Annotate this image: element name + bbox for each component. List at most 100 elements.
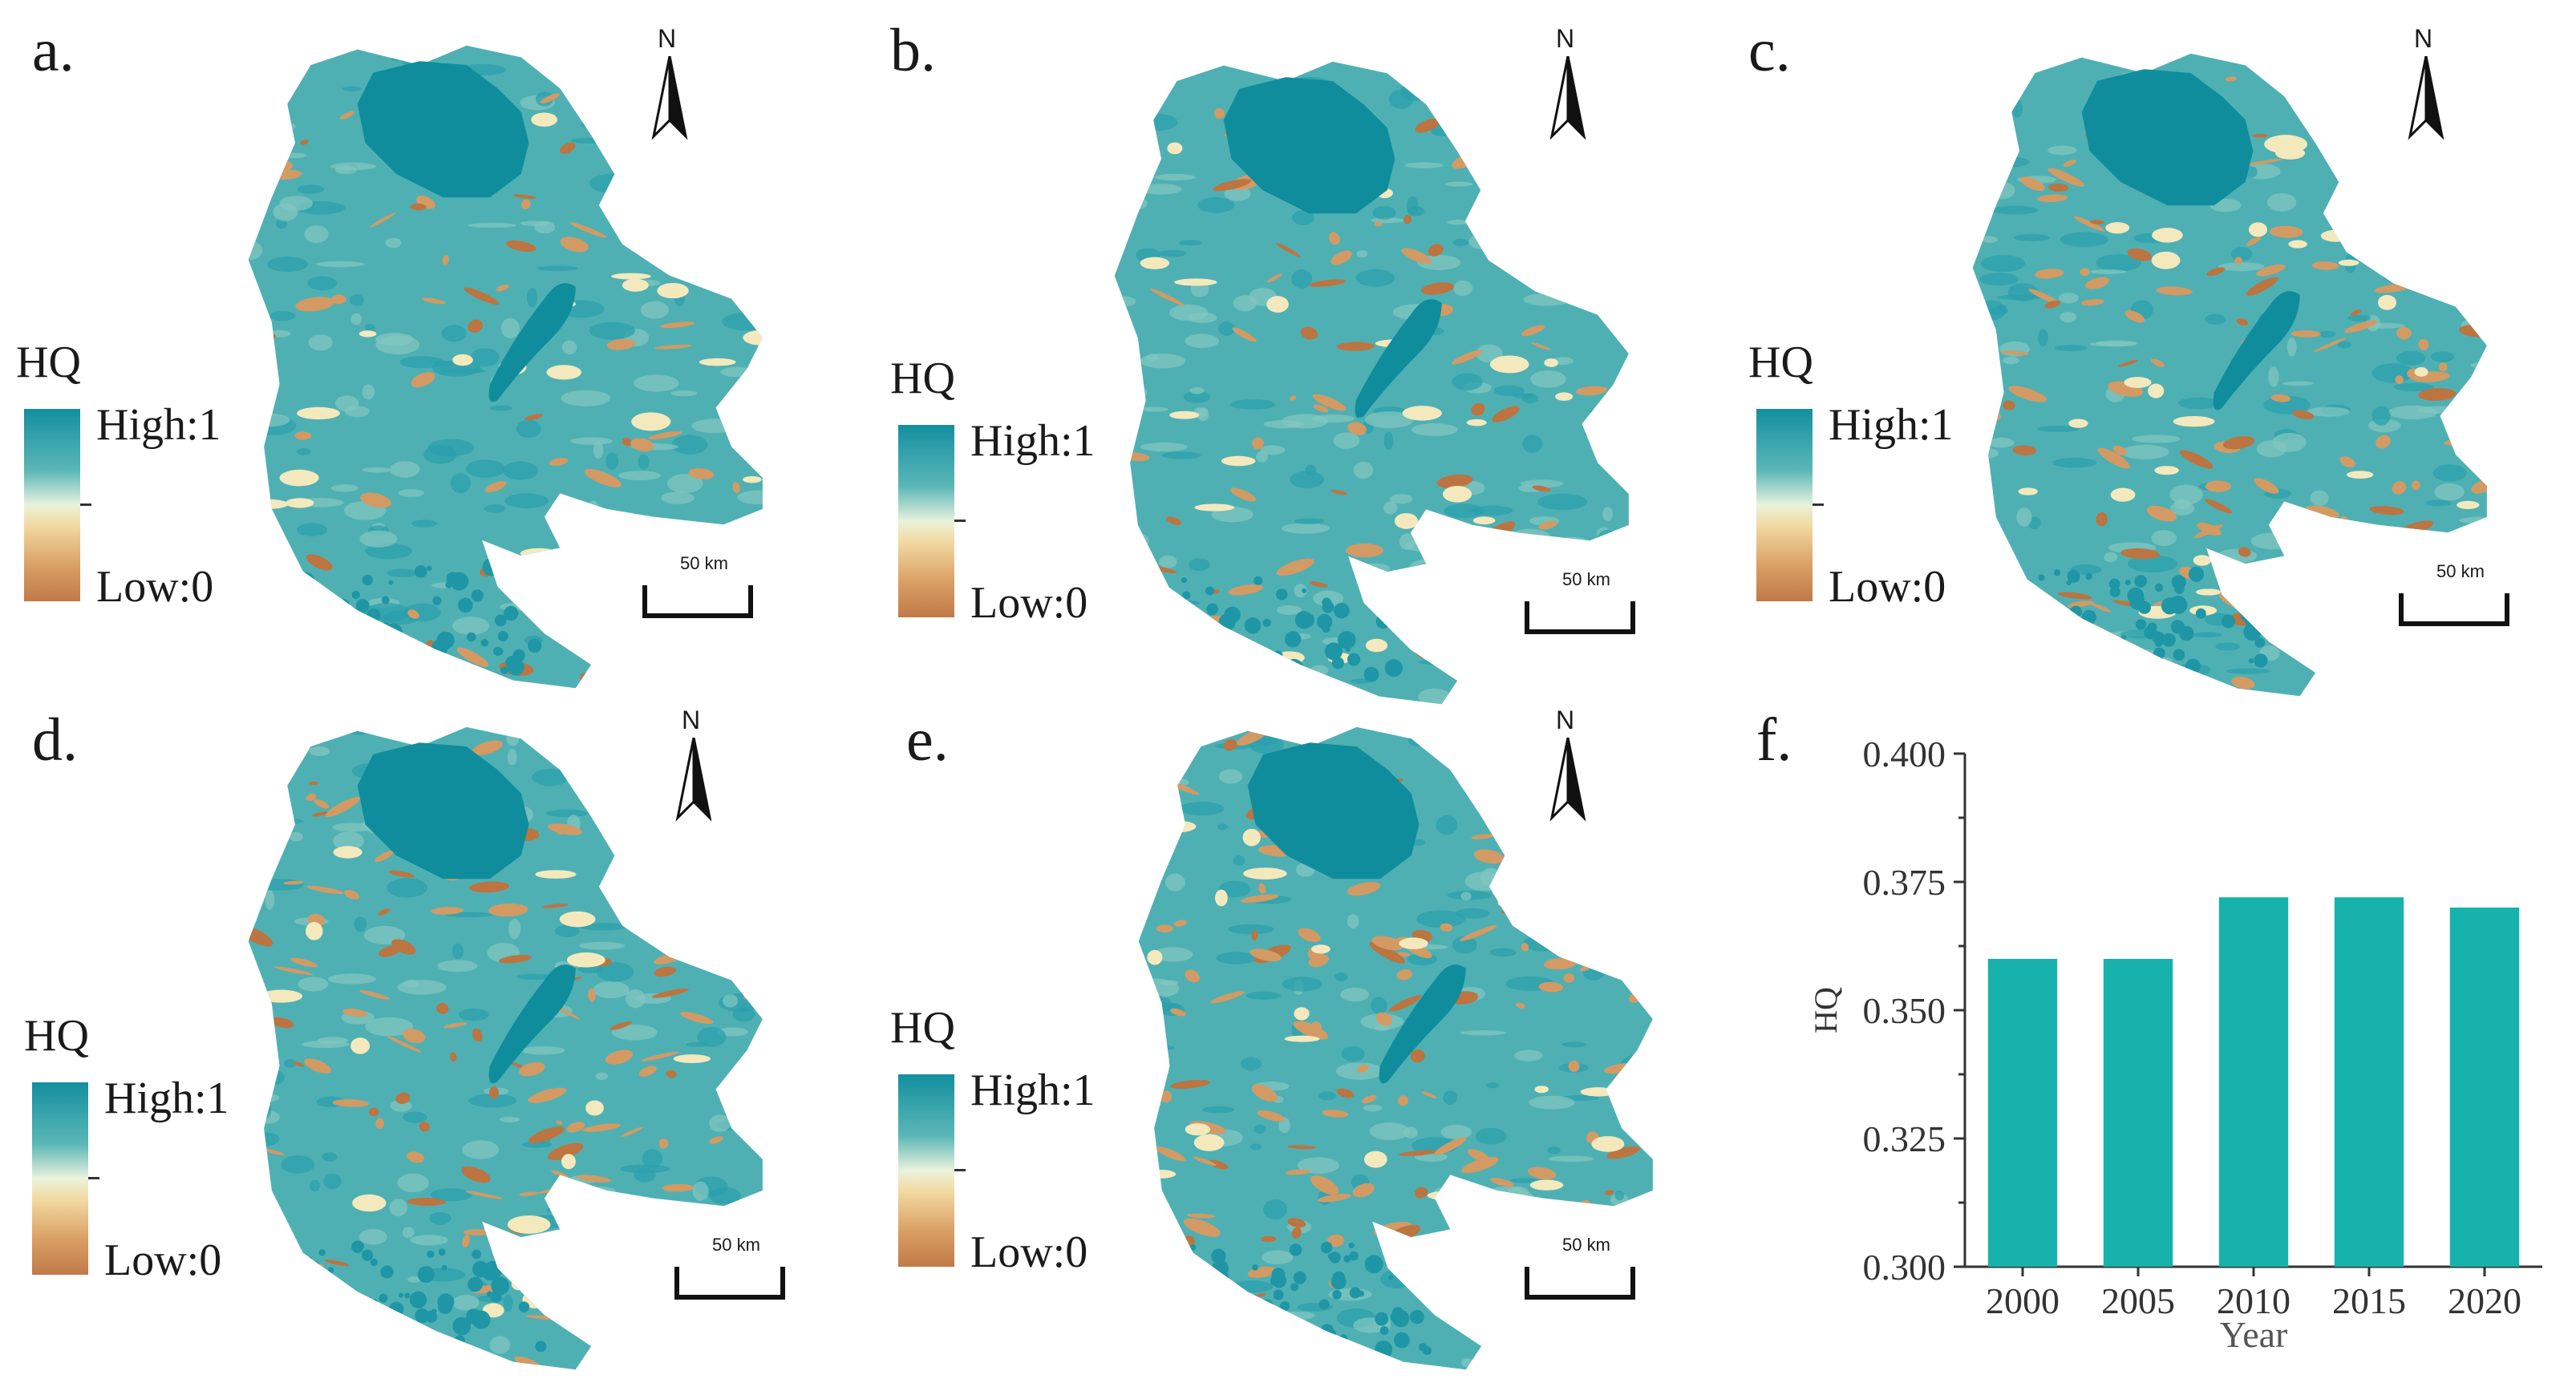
north-arrow-icon — [675, 738, 712, 822]
legend-high-label: High:1 — [104, 1074, 229, 1123]
scale-label: 50 km — [712, 1235, 760, 1255]
legend-title: HQ — [1748, 338, 1813, 387]
hq-legend: HQ High:1 Low:0 — [1748, 337, 2013, 625]
map-panel: e. HQ High:1 Low:0 N 50 km — [866, 689, 1716, 1370]
bar — [2334, 897, 2404, 1267]
scale-bar-line — [1525, 601, 1635, 634]
panel-label: c. — [1748, 17, 1791, 84]
scale-bar: 50 km — [1524, 1235, 1644, 1315]
x-tick-label: 2000 — [1986, 1280, 2060, 1321]
north-arrow-icon — [651, 56, 688, 140]
legend-title: HQ — [16, 338, 81, 387]
north-letter: N — [1556, 24, 1575, 53]
legend-color-ramp — [898, 425, 954, 617]
panel-label: b. — [890, 17, 936, 84]
north-letter: N — [2414, 24, 2433, 53]
bar — [2449, 908, 2520, 1267]
habitat-quality-map — [1138, 726, 1653, 1370]
panel-label: e. — [906, 706, 949, 774]
north-arrow: N — [1540, 24, 1596, 144]
legend-low-label: Low:0 — [96, 562, 214, 612]
reservoir — [2213, 291, 2300, 410]
scale-bar: 50 km — [642, 553, 762, 633]
hq-legend: HQ High:1 Low:0 — [24, 1010, 289, 1299]
map-panel: c. HQ High:1 Low:0 N 50 km — [1724, 0, 2574, 697]
legend-tick — [954, 520, 966, 522]
lake — [357, 61, 529, 198]
legend-low-label: Low:0 — [104, 1235, 222, 1285]
legend-low-label: Low:0 — [1829, 562, 1946, 612]
x-tick-label: 2020 — [2448, 1280, 2521, 1321]
legend-low-label: Low:0 — [970, 578, 1088, 628]
north-arrow: N — [2398, 24, 2454, 144]
north-arrow: N — [642, 24, 698, 144]
y-tick-label: 0.350 — [1863, 990, 1946, 1031]
y-tick-label: 0.400 — [1863, 734, 1946, 774]
legend-high-label: High:1 — [970, 1066, 1096, 1115]
legend-tick — [1813, 503, 1824, 506]
lake — [357, 742, 529, 880]
scale-bar: 50 km — [1524, 569, 1644, 649]
scale-label: 50 km — [2436, 561, 2485, 581]
hq-legend: HQ High:1 Low:0 — [16, 337, 281, 625]
panel-label: d. — [32, 706, 78, 774]
north-arrow: N — [666, 706, 722, 826]
reservoir — [488, 964, 576, 1084]
panel-label: a. — [32, 17, 75, 84]
north-arrow-icon — [2408, 56, 2444, 140]
north-letter: N — [658, 24, 677, 53]
scale-bar-line — [1525, 1267, 1635, 1300]
legend-low-label: Low:0 — [970, 1227, 1088, 1277]
north-arrow-icon — [1549, 738, 1586, 822]
chart-panel: f. 0.300 0.325 0.350 0.375 0.400 2000 2005 2010… — [1748, 706, 2566, 1355]
y-tick-label: 0.300 — [1863, 1247, 1946, 1288]
legend-color-ramp — [898, 1074, 954, 1267]
y-tick-label: 0.375 — [1863, 862, 1946, 903]
y-tick-label: 0.325 — [1863, 1118, 1946, 1159]
habitat-quality-map — [248, 726, 763, 1370]
reservoir — [1355, 299, 1442, 419]
scale-label: 50 km — [680, 553, 728, 573]
legend-title: HQ — [890, 354, 955, 403]
legend-title: HQ — [24, 1011, 89, 1061]
legend-title: HQ — [890, 1003, 955, 1053]
hq-bar-chart: 0.300 0.325 0.350 0.375 0.400 2000 2005 2010 201… — [1808, 734, 2542, 1355]
north-letter: N — [1556, 706, 1575, 734]
legend-tick — [954, 1169, 966, 1171]
reservoir — [1379, 964, 1466, 1084]
scale-bar-line — [642, 585, 753, 618]
reservoir — [488, 283, 576, 402]
legend-high-label: High:1 — [970, 416, 1096, 466]
y-axis-title: HQ — [1808, 987, 1844, 1033]
habitat-quality-map — [248, 45, 763, 689]
map-panel: b. HQ High:1 Low:0 N 50 km — [866, 0, 1716, 705]
bar — [2103, 959, 2173, 1267]
x-axis-title: Year — [2220, 1314, 2288, 1355]
lake — [1223, 77, 1395, 214]
scale-label: 50 km — [1562, 1235, 1610, 1255]
scale-label: 50 km — [1562, 569, 1610, 589]
x-tick-label: 2010 — [2217, 1280, 2290, 1321]
hq-legend: HQ High:1 Low:0 — [890, 1002, 1155, 1291]
scale-bar-line — [2399, 593, 2509, 626]
map-panel: a. HQ High:1 Low:0 N 50 km — [0, 0, 850, 689]
bar — [1987, 959, 2058, 1267]
legend-high-label: High:1 — [96, 400, 221, 450]
legend-tick — [88, 1177, 99, 1179]
scale-bar-line — [674, 1267, 785, 1300]
legend-color-ramp — [24, 409, 80, 601]
scale-bar: 50 km — [674, 1235, 794, 1315]
legend-color-ramp — [32, 1082, 88, 1275]
x-tick-label: 2015 — [2332, 1280, 2406, 1321]
lake — [1247, 742, 1420, 880]
habitat-quality-map — [1972, 53, 2487, 697]
north-arrow-icon — [1549, 56, 1586, 140]
chart-panel-label: f. — [1756, 706, 1792, 774]
map-panel: d. HQ High:1 Low:0 N 50 km — [0, 689, 850, 1370]
north-arrow: N — [1540, 706, 1596, 826]
hq-legend: HQ High:1 Low:0 — [890, 353, 1155, 641]
scale-bar: 50 km — [2398, 561, 2518, 641]
habitat-quality-map — [1114, 61, 1629, 705]
north-letter: N — [682, 706, 701, 734]
lake — [2081, 69, 2254, 206]
